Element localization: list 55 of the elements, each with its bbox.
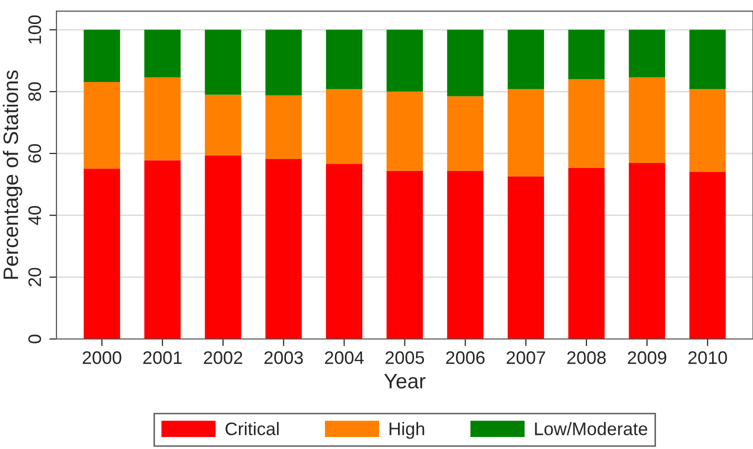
bar [689, 89, 726, 172]
x-tick-label: 2005 [386, 351, 424, 364]
x-axis-title: Year [384, 374, 426, 388]
x-tick-label: 2004 [324, 351, 364, 364]
x-tick-label: 2007 [506, 351, 546, 364]
bar [265, 30, 302, 96]
bar [568, 30, 605, 80]
x-tick-label: 2010 [688, 351, 727, 364]
bar [84, 82, 120, 169]
bar [386, 30, 423, 92]
bar [265, 95, 302, 160]
bar [326, 89, 362, 164]
bar [628, 163, 666, 339]
bar [265, 159, 302, 339]
legend-label: Low/Moderate [535, 422, 648, 436]
bar [84, 30, 120, 82]
legend-label: High [390, 422, 424, 439]
bar [84, 168, 120, 339]
bar [508, 89, 544, 176]
bar [447, 170, 484, 339]
bar [568, 168, 605, 339]
x-tick-label: 2009 [628, 351, 666, 364]
legend-label: Critical [226, 422, 279, 436]
bar [144, 77, 181, 160]
y-tick-label: 40 [28, 206, 42, 225]
bar [204, 155, 242, 339]
bar [568, 79, 605, 168]
bar [447, 30, 484, 96]
bar [326, 164, 362, 339]
x-tick-label: 2008 [567, 351, 606, 364]
y-tick-label: 80 [28, 82, 42, 101]
x-tick-label: 2006 [446, 351, 485, 364]
bar [386, 170, 423, 339]
bar [204, 94, 242, 156]
y-tick-label: 20 [28, 268, 42, 286]
bar [689, 30, 726, 90]
y-tick-label: 60 [28, 144, 42, 163]
y-tick-label: 0 [28, 334, 42, 344]
bar [508, 176, 544, 339]
x-tick-label: 2000 [82, 351, 122, 364]
x-tick-label: 2002 [204, 351, 242, 364]
bar [689, 172, 726, 339]
bar [386, 92, 423, 171]
bar [144, 30, 181, 78]
x-tick-label: 2001 [143, 351, 182, 364]
bar [204, 30, 242, 95]
bar [628, 77, 666, 164]
bar [326, 30, 362, 90]
y-axis-title: Percentage of Stations [2, 70, 22, 279]
x-tick-label: 2003 [264, 351, 303, 364]
bar [447, 96, 484, 171]
bar [628, 30, 666, 78]
y-tick-label: 100 [28, 15, 42, 44]
bar [144, 160, 181, 339]
bar [508, 30, 544, 90]
